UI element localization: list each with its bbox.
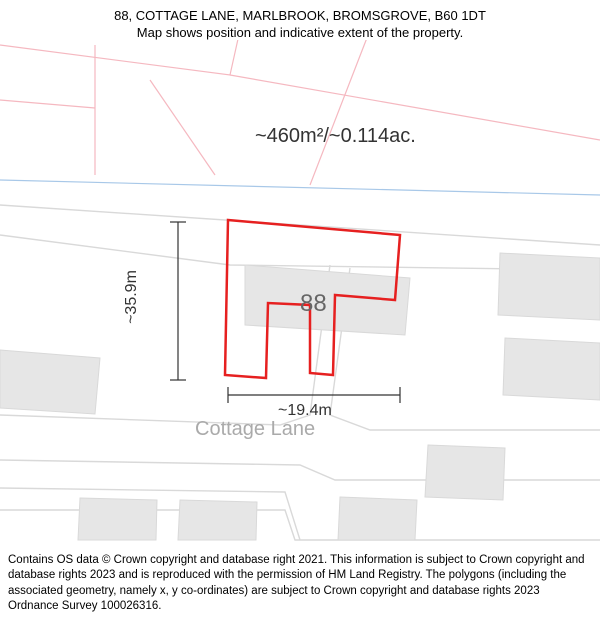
street-name-label: Cottage Lane <box>195 418 315 441</box>
house-number-label: 88 <box>300 290 327 318</box>
height-dimension-label: ~35.9m <box>123 270 141 324</box>
map-svg <box>0 0 600 555</box>
page-title: 88, COTTAGE LANE, MARLBROOK, BROMSGROVE,… <box>0 8 600 23</box>
copyright-footer: Contains OS data © Crown copyright and d… <box>0 547 600 625</box>
page-subtitle: Map shows position and indicative extent… <box>0 25 600 40</box>
area-measurement-label: ~460m²/~0.114ac. <box>255 125 416 148</box>
map-canvas: ~460m²/~0.114ac. 88 ~35.9m ~19.4m Cottag… <box>0 0 600 555</box>
